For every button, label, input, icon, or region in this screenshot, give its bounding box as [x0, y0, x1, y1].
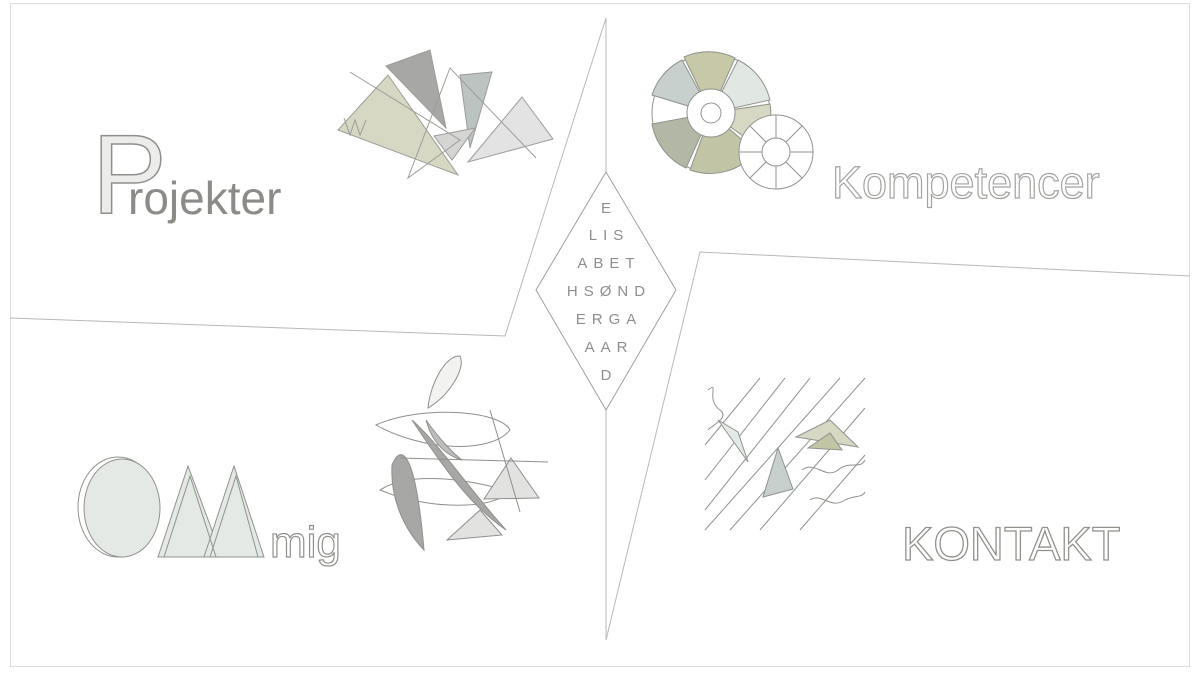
about-abstract-illustration — [374, 355, 549, 552]
logo-name: E LIS ABET HSØND ERGA AAR D — [567, 200, 651, 384]
flower-petal — [683, 51, 736, 115]
page-frame — [10, 3, 1190, 667]
small-wheel-center — [761, 137, 791, 167]
letter-m-outline — [209, 474, 259, 558]
wheel-spoke — [749, 125, 767, 143]
nav-skills[interactable]: Kompetencer — [651, 51, 1100, 209]
letter-m-outline — [163, 474, 217, 558]
abstract-triangle — [483, 457, 540, 500]
abstract-swirl — [374, 411, 511, 447]
abstract-leaf — [427, 355, 462, 409]
wheel-spoke — [749, 161, 767, 179]
wavy-line — [801, 459, 866, 474]
triangle-shape — [337, 74, 460, 177]
logo-row: E — [601, 200, 617, 217]
letter-m-right — [203, 464, 265, 558]
diagonal-line — [799, 454, 866, 531]
projects-triangles-illustration — [337, 49, 554, 180]
triangle-shape — [466, 96, 554, 163]
projects-title: P rojekter — [91, 111, 281, 238]
wheel-spoke — [785, 125, 803, 143]
nav-contact[interactable]: KONTAKT — [704, 377, 1121, 571]
divider-right — [605, 251, 1191, 641]
paper-plane-shape — [762, 446, 794, 498]
sketch-lines — [343, 117, 367, 137]
wavy-line — [707, 387, 724, 431]
logo-row: LIS — [589, 227, 630, 244]
about-title: mig — [77, 456, 342, 568]
diagonal-line — [704, 377, 811, 511]
diagonal-line — [704, 377, 786, 481]
paper-plane-shape — [717, 419, 749, 463]
letter-o — [83, 458, 161, 558]
diagonal-line — [704, 377, 841, 531]
logo-diamond — [535, 171, 677, 411]
sketch-lines — [349, 67, 537, 180]
logo-row: HSØND — [567, 283, 651, 300]
nav-projects[interactable]: P rojekter — [91, 49, 554, 238]
home-logo[interactable]: E LIS ABET HSØND ERGA AAR D — [535, 171, 677, 411]
sketch-lines — [399, 457, 549, 463]
triangle-shape — [385, 49, 447, 130]
sketch-lines — [489, 409, 521, 513]
projects-initial: P — [92, 112, 167, 237]
contact-paperplane-illustration — [704, 377, 866, 531]
logo-row: D — [601, 367, 618, 384]
about-label: mig — [270, 518, 341, 567]
diagonal-line — [729, 377, 866, 531]
contact-label: KONTAKT — [902, 517, 1120, 570]
flower-center-inner — [700, 102, 722, 124]
diagonal-line — [704, 377, 761, 446]
wheel-spoke — [785, 161, 803, 179]
logo-row: ABET — [577, 255, 640, 272]
logo-row: AAR — [585, 339, 634, 356]
wavy-line — [809, 491, 866, 504]
paper-plane-wing — [806, 432, 844, 451]
nav-about[interactable]: mig — [77, 355, 549, 568]
abstract-triangle — [445, 509, 504, 541]
skills-label: Kompetencer — [832, 157, 1100, 208]
projects-label: rojekter — [128, 172, 281, 224]
diagonal-line — [759, 407, 866, 531]
skills-flower-illustration — [651, 51, 814, 190]
abstract-blade — [411, 419, 507, 531]
abstract-blade — [391, 454, 425, 552]
logo-row: ERGA — [576, 311, 643, 328]
letter-m-left — [157, 464, 223, 558]
